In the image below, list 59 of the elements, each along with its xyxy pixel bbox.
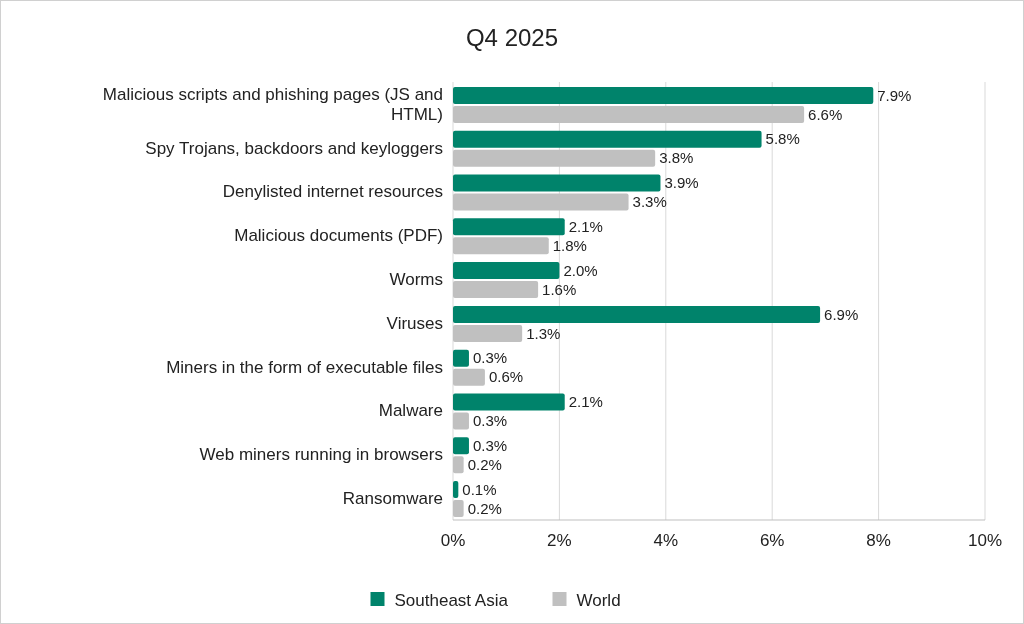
- data-label: 1.6%: [542, 280, 577, 298]
- data-label: 0.2%: [467, 499, 502, 517]
- data-label: 2.0%: [563, 261, 598, 279]
- x-tick-label: 6%: [759, 531, 785, 550]
- bar: [453, 456, 464, 474]
- data-label: 1.3%: [526, 324, 561, 342]
- y-tick-label: Malicious documents (PDF): [234, 226, 443, 246]
- bar: [453, 130, 762, 148]
- data-label: 3.3%: [632, 193, 667, 211]
- bar: [453, 305, 821, 323]
- bar: [453, 86, 874, 104]
- legend-label: Southeast Asia: [394, 590, 509, 610]
- data-label: 0.6%: [488, 368, 524, 386]
- y-tick-label: Malware: [378, 401, 443, 421]
- bar: [453, 237, 549, 255]
- data-label: 0.3%: [472, 349, 508, 367]
- x-tick-label: 2%: [547, 531, 572, 550]
- x-tick-label: 4%: [653, 531, 679, 550]
- y-tick-label: Web miners running in browsers: [199, 445, 443, 465]
- bar: [453, 105, 805, 123]
- bar: [453, 262, 560, 280]
- bar: [453, 349, 469, 367]
- y-tick-label: Miners in the form of executable files: [166, 357, 443, 377]
- data-label: 3.9%: [664, 174, 699, 192]
- y-tick-label: Malicious scripts and phishing pages (JS and HTML): [102, 84, 443, 124]
- bar: [453, 218, 565, 236]
- data-label: 6.9%: [824, 305, 859, 323]
- y-tick-label: Spy Trojans, backdoors and keyloggers: [145, 138, 443, 158]
- bar: [453, 437, 469, 455]
- bar: [453, 412, 469, 430]
- y-tick-label: Viruses: [386, 313, 443, 333]
- bar: [453, 174, 661, 192]
- y-tick-label: Worms: [389, 270, 443, 290]
- bar: [453, 149, 656, 167]
- data-label: 2.1%: [568, 393, 603, 411]
- x-tick-label: 8%: [866, 531, 891, 550]
- data-label: 0.3%: [472, 412, 508, 430]
- bar: [453, 281, 539, 299]
- data-label: 0.1%: [462, 480, 497, 498]
- data-label: 5.8%: [765, 130, 800, 148]
- data-label: 0.3%: [472, 437, 508, 455]
- bar: [453, 324, 523, 342]
- chart-title: Q4 2025: [465, 24, 559, 51]
- bar: [453, 500, 464, 518]
- data-label: 1.8%: [552, 237, 587, 255]
- bar: [453, 193, 629, 211]
- data-label: 2.1%: [568, 218, 603, 236]
- bar: [453, 393, 565, 411]
- data-label: 0.2%: [467, 456, 502, 474]
- data-label: 7.9%: [877, 86, 912, 104]
- bar: [453, 481, 459, 499]
- data-label: 6.6%: [808, 105, 843, 123]
- x-tick-label: 0%: [440, 531, 466, 550]
- bar: [453, 368, 485, 386]
- y-tick-label: Ransomware: [342, 489, 443, 509]
- x-tick-label: 10%: [967, 531, 1003, 550]
- legend-label: World: [576, 590, 621, 610]
- data-label: 3.8%: [659, 149, 694, 167]
- y-tick-label: Denylisted internet resources: [222, 182, 443, 202]
